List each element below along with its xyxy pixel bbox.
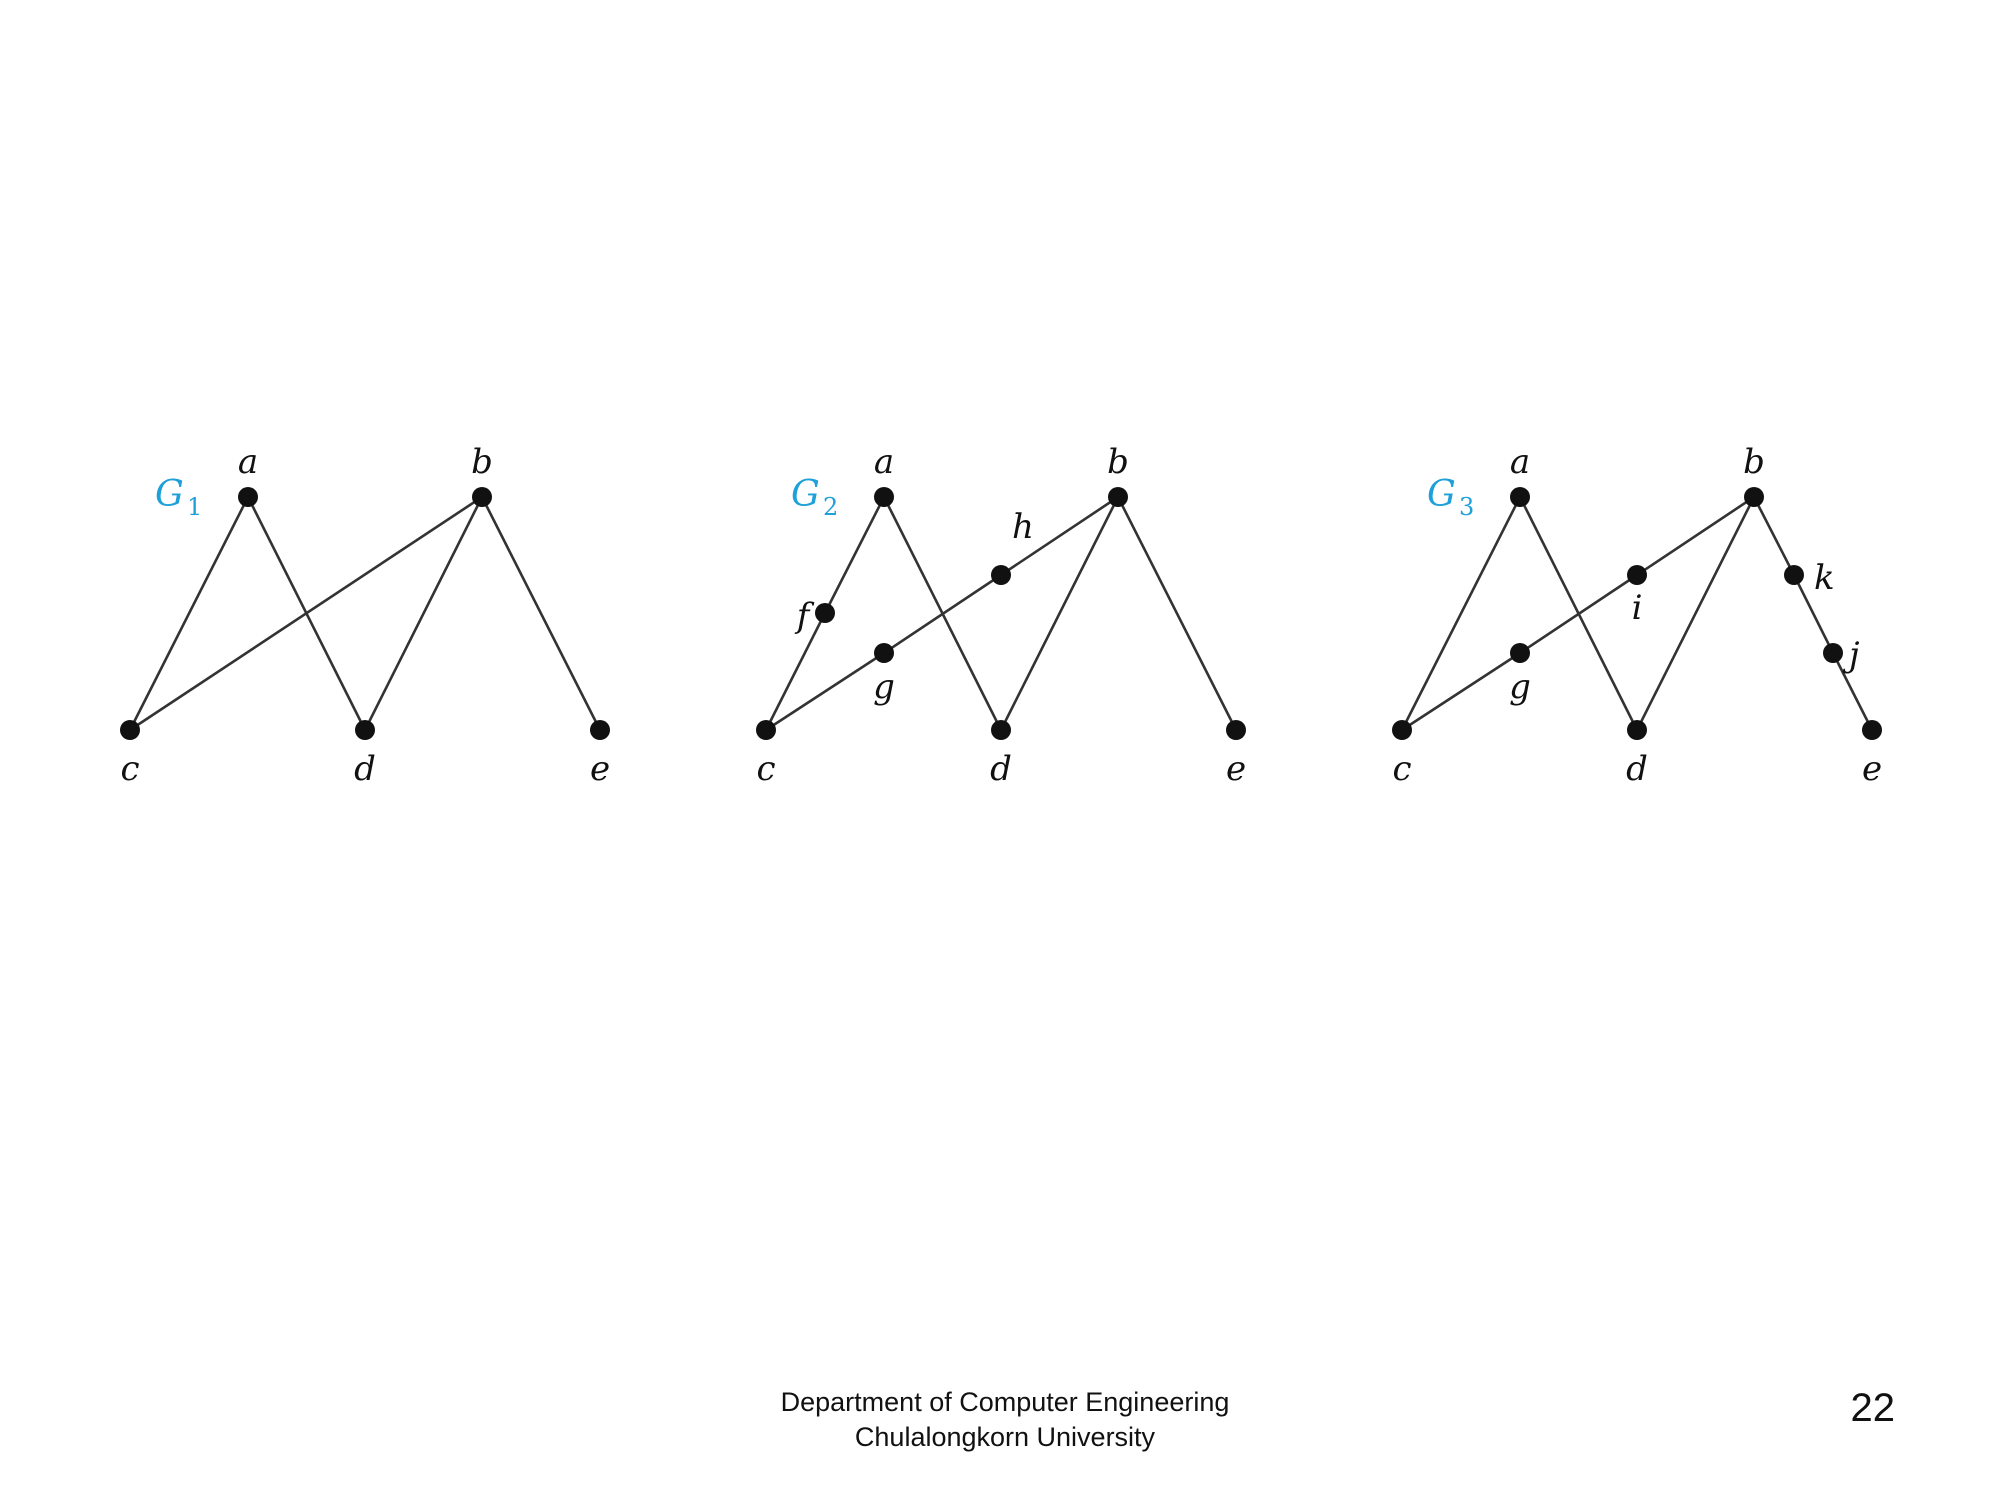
vertex-label-d: d [990,749,1012,789]
graph-name-subscript: 2 [823,493,838,521]
edge-i-b [1636,495,1755,577]
vertex-a [1510,487,1530,507]
graph-1: a b c d e G 1 [120,442,610,789]
vertex-e [1862,720,1882,740]
graph-name: G [155,474,184,515]
edge-g-i [1519,573,1638,655]
vertex-label-e: e [1862,749,1882,789]
vertex-g [1510,643,1530,663]
vertex-label-j: j [1842,635,1860,675]
edge-a-c [128,496,250,731]
vertex-a [238,487,258,507]
vertex-label-d: d [354,749,376,789]
vertex-i [1627,565,1647,585]
vertex-f [815,603,835,623]
graph-name: G [1427,474,1456,515]
graph-name: G [791,474,820,515]
vertex-a [874,487,894,507]
vertex-c [756,720,776,740]
vertex-d [355,720,375,740]
vertex-j [1823,643,1843,663]
graph-3: a b c d e g i kj G 3 [1392,442,1882,789]
edge-a-f [823,496,886,614]
vertex-label-e: e [1226,749,1246,789]
edge-b-c [129,495,483,732]
edge-c-g [765,651,885,732]
edge-c-g [1401,651,1521,732]
edge-k-j [1792,574,1835,654]
vertex-label-i: i [1632,588,1643,628]
footer-university: Chulalongkorn University [854,1422,1156,1452]
edge-b-e [480,496,602,731]
vertex-c [120,720,140,740]
vertex-h [991,565,1011,585]
vertex-e [590,720,610,740]
footer: Department of Computer Engineering Chula… [700,1385,1310,1455]
edge-b-k [1752,496,1796,576]
vertex-g [874,643,894,663]
edge-b-d [1635,496,1756,731]
vertex-label-c: c [756,749,775,789]
vertex-label-a: a [1510,442,1530,482]
vertex-label-a: a [874,442,894,482]
vertex-label-a: a [238,442,258,482]
vertex-d [1627,720,1647,740]
vertex-label-b: b [471,442,493,482]
edge-a-c [1400,496,1522,731]
edge-j-e [1831,652,1874,731]
graph-name-subscript: 1 [187,493,202,521]
vertex-label-g: g [1509,667,1531,707]
vertex-d [991,720,1011,740]
vertex-label-d: d [1626,749,1648,789]
vertex-b [1744,487,1764,507]
vertex-label-g: g [873,667,895,707]
graph-2: a b c d e f g h G 2 [756,442,1246,789]
vertex-label-b: b [1107,442,1129,482]
vertex-b [472,487,492,507]
vertex-label-e: e [590,749,610,789]
edge-b-d [363,496,484,731]
vertex-label-c: c [1392,749,1411,789]
vertex-k [1784,565,1804,585]
vertex-label-b: b [1743,442,1765,482]
vertex-label-c: c [120,749,139,789]
vertex-label-f: f [794,596,815,636]
vertex-c [1392,720,1412,740]
vertex-e [1226,720,1246,740]
vertex-label-k: k [1814,558,1835,598]
graph-name-subscript: 3 [1459,493,1474,521]
footer-department: Department of Computer Engineering [780,1387,1230,1417]
page-number: 22 [1850,1386,1896,1430]
edge-g-h [883,573,1002,655]
edge-b-d [999,496,1120,731]
vertex-label-h: h [1012,507,1034,547]
edge-f-c [764,612,827,731]
edge-b-e [1116,496,1238,731]
vertex-b [1108,487,1128,507]
edge-h-b [1000,495,1119,577]
